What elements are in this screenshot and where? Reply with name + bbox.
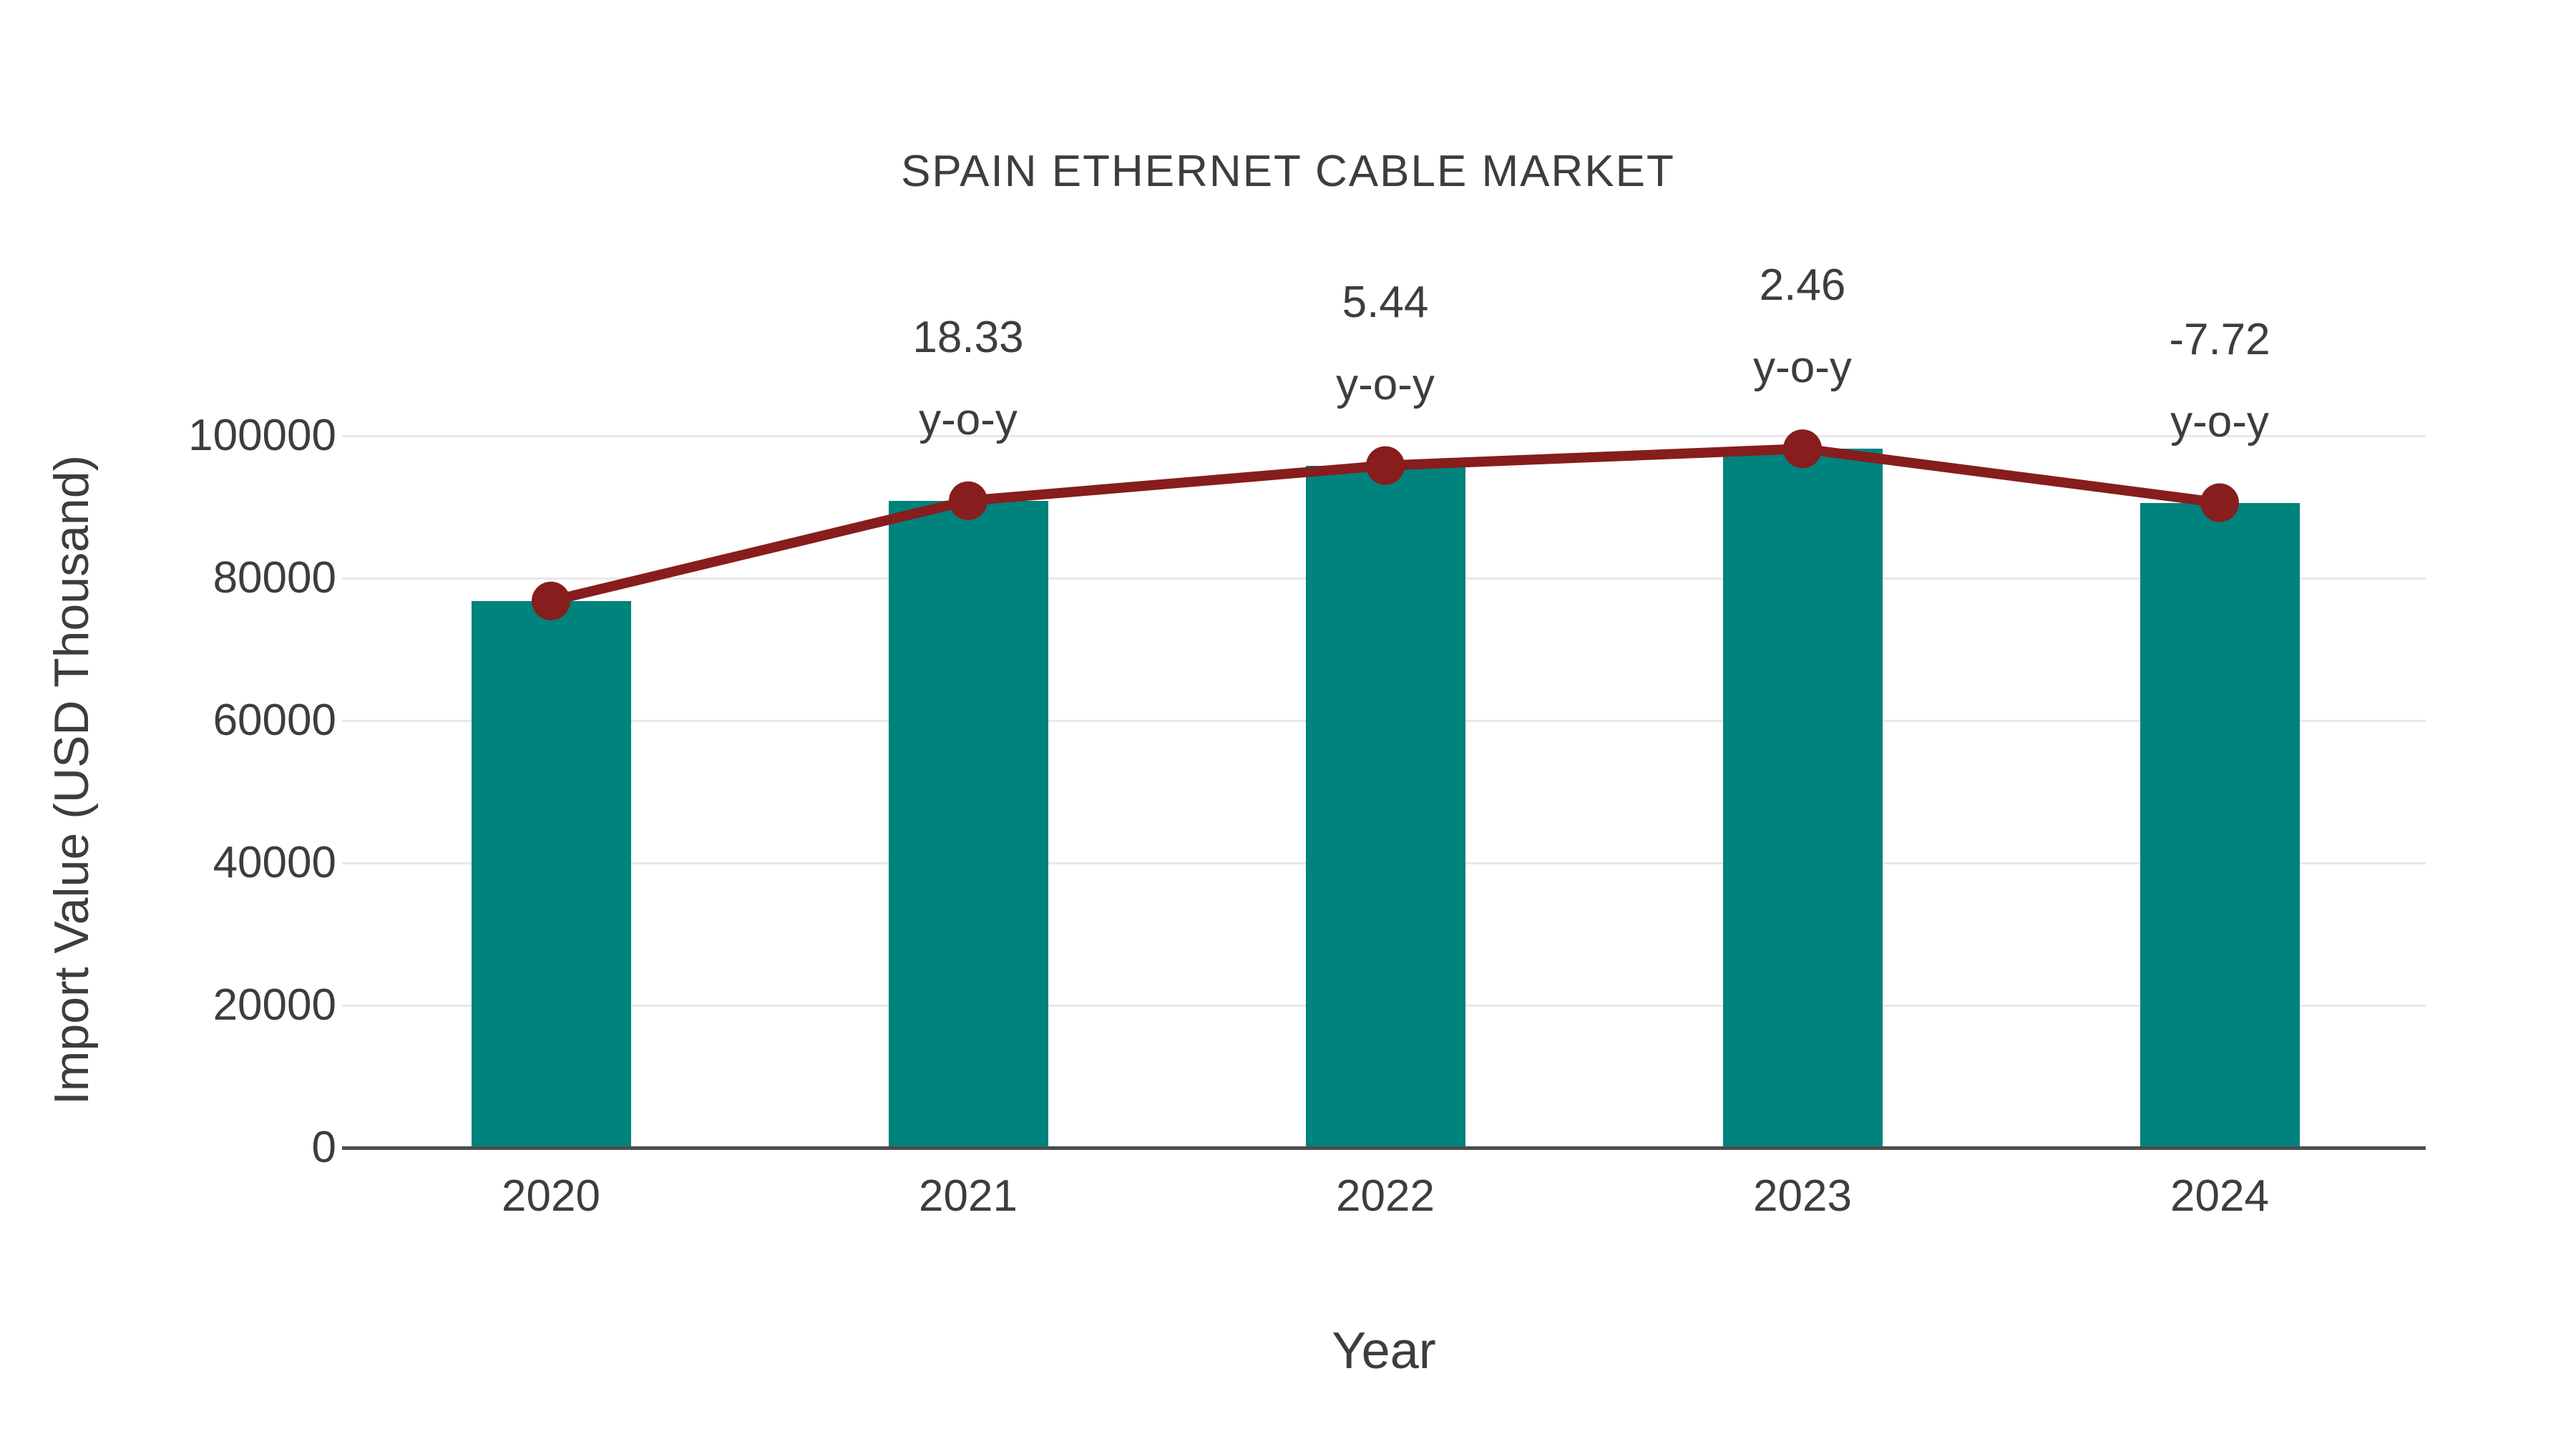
x-tick-label-2020: 2020 <box>502 1171 600 1221</box>
gridline-100000 <box>342 435 2426 437</box>
line-marker-2021 <box>949 481 987 520</box>
line-marker-2024 <box>2200 483 2239 522</box>
yoy-suffix: y-o-y <box>919 394 1018 444</box>
yoy-suffix: y-o-y <box>1336 359 1435 409</box>
line-marker-2023 <box>1783 429 1822 469</box>
yoy-label-2021: 18.33 y-o-y <box>789 296 1147 461</box>
bar-2023 <box>1723 449 1883 1146</box>
line-marker-2020 <box>532 581 570 620</box>
yoy-suffix: y-o-y <box>1753 343 1852 393</box>
yoy-suffix: y-o-y <box>2170 396 2269 447</box>
yoy-value: 18.33 <box>912 312 1024 362</box>
x-tick-label-2023: 2023 <box>1753 1171 1852 1221</box>
yoy-label-2022: 5.44 y-o-y <box>1206 261 1564 426</box>
y-tick-label-80000: 80000 <box>213 553 336 602</box>
bar-2021 <box>889 501 1048 1146</box>
x-axis-title: Year <box>1332 1322 1436 1380</box>
yoy-label-2023: 2.46 y-o-y <box>1624 244 1981 409</box>
x-tick-label-2021: 2021 <box>919 1171 1018 1221</box>
x-tick-label-2024: 2024 <box>2170 1171 2269 1221</box>
y-tick-label-100000: 100000 <box>188 411 336 460</box>
y-tick-label-0: 0 <box>311 1123 336 1172</box>
line-marker-2022 <box>1366 446 1405 485</box>
x-tick-label-2022: 2022 <box>1336 1171 1435 1221</box>
yoy-label-2024: -7.72 y-o-y <box>2041 298 2399 463</box>
bar-2020 <box>472 601 631 1146</box>
chart-title: SPAIN ETHERNET CABLE MARKET <box>901 147 1675 196</box>
y-tick-label-60000: 60000 <box>213 696 336 745</box>
y-tick-label-20000: 20000 <box>213 980 336 1030</box>
yoy-value: 2.46 <box>1759 260 1846 311</box>
bar-2024 <box>2140 503 2300 1146</box>
yoy-value: 5.44 <box>1342 277 1429 327</box>
yoy-value: -7.72 <box>2169 314 2270 364</box>
x-axis-line <box>342 1146 2426 1150</box>
y-tick-label-40000: 40000 <box>213 838 336 887</box>
bar-2022 <box>1306 466 1465 1146</box>
